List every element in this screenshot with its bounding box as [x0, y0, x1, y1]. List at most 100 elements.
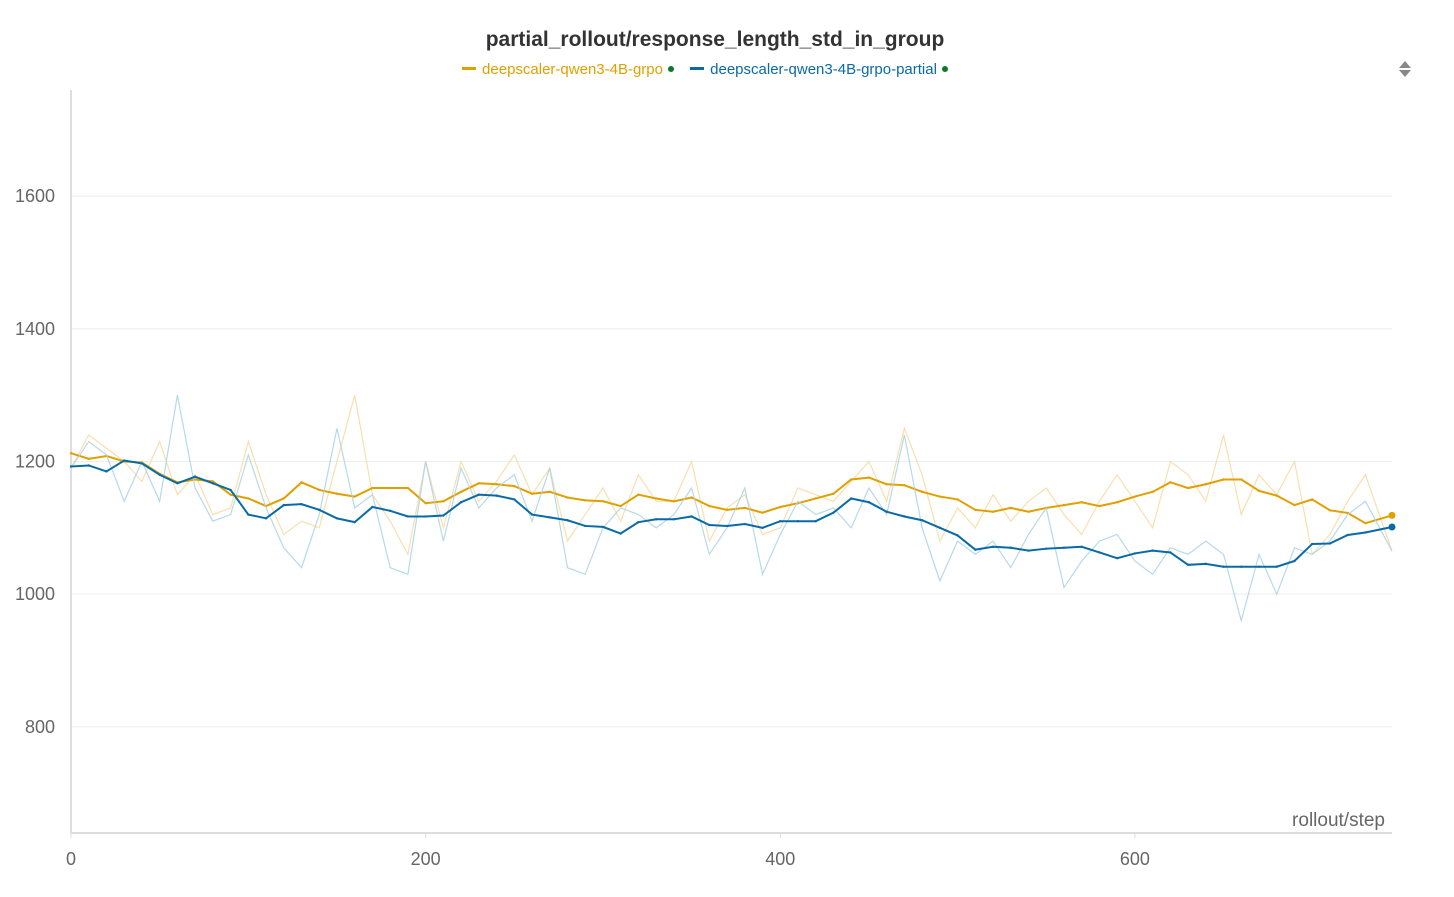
data-point	[920, 490, 924, 494]
data-point	[459, 490, 463, 494]
data-point	[282, 503, 285, 507]
data-point	[708, 504, 711, 508]
data-point	[796, 520, 800, 523]
data-point	[903, 515, 906, 518]
data-point	[1364, 531, 1367, 534]
data-point	[229, 493, 232, 496]
data-point	[1311, 542, 1314, 546]
data-point	[87, 464, 90, 467]
data-point	[1257, 489, 1261, 493]
data-point	[406, 486, 410, 490]
data-point	[69, 465, 73, 468]
x-tick-label: 0	[66, 849, 76, 869]
data-point	[637, 493, 640, 496]
y-tick-label: 800	[25, 717, 55, 737]
data-point	[87, 457, 90, 461]
data-point	[1009, 506, 1012, 510]
data-point	[601, 525, 605, 529]
y-tick-label: 1600	[15, 186, 55, 206]
data-point	[495, 494, 498, 497]
data-point	[264, 517, 268, 520]
data-point	[708, 523, 711, 527]
series-end-marker	[1388, 523, 1396, 531]
data-point	[1275, 494, 1278, 497]
data-point	[530, 513, 534, 516]
chart-title: partial_rollout/response_length_std_in_g…	[485, 28, 945, 51]
data-point	[619, 532, 622, 535]
data-point	[832, 492, 835, 495]
x-tick-label: 400	[765, 849, 795, 869]
data-point	[105, 470, 108, 473]
data-point	[1151, 549, 1154, 552]
legend-label-grpo-partial: deepscaler-qwen3-4B-grpo-partial	[710, 61, 937, 78]
data-point	[353, 495, 356, 498]
raw-series-line	[70, 395, 1393, 557]
data-point	[1346, 533, 1349, 537]
data-point	[637, 520, 640, 524]
data-point	[1115, 501, 1119, 504]
data-point	[938, 495, 942, 498]
data-point	[761, 526, 764, 530]
data-point	[690, 496, 693, 499]
legend-item-grpo[interactable]: deepscaler-qwen3-4B-grpo	[462, 61, 674, 78]
legend-label-grpo: deepscaler-qwen3-4B-grpo	[482, 61, 663, 78]
data-point	[1364, 521, 1367, 525]
data-point	[300, 502, 303, 506]
data-point	[69, 452, 73, 455]
legend-item-grpo-partial[interactable]: deepscaler-qwen3-4B-grpo-partial	[690, 61, 948, 78]
data-point	[974, 548, 977, 551]
data-point	[566, 496, 569, 499]
data-point	[1009, 546, 1012, 549]
data-point	[1027, 510, 1030, 513]
data-point	[814, 497, 817, 500]
data-point	[619, 504, 622, 508]
data-point	[406, 515, 410, 518]
data-point	[335, 517, 339, 520]
data-point	[1133, 495, 1137, 498]
data-point	[903, 483, 906, 487]
data-point	[1133, 552, 1137, 555]
data-point	[442, 514, 445, 517]
data-point	[1062, 503, 1066, 507]
data-point	[1080, 501, 1083, 504]
data-point	[211, 482, 215, 485]
data-point	[442, 500, 445, 503]
data-point	[743, 506, 746, 510]
data-point	[956, 498, 959, 501]
data-point	[513, 484, 516, 488]
data-point	[867, 476, 871, 479]
data-point	[672, 500, 676, 503]
data-point	[1328, 542, 1332, 545]
data-point	[1151, 490, 1154, 494]
data-point	[1222, 565, 1225, 568]
data-point	[513, 498, 516, 501]
data-point	[477, 482, 481, 485]
data-point	[1098, 551, 1101, 554]
data-point	[371, 486, 374, 490]
data-point	[1204, 483, 1208, 486]
data-point	[1275, 565, 1278, 568]
data-point	[158, 473, 161, 476]
data-point	[1293, 503, 1296, 507]
legend-swatch-grpo	[462, 66, 477, 70]
series-line	[70, 452, 1393, 525]
legend-swatch-grpo-partial	[690, 66, 705, 70]
data-point	[974, 508, 977, 512]
data-point	[1098, 504, 1101, 508]
data-point	[548, 490, 551, 494]
data-point	[548, 516, 551, 519]
data-point	[1328, 509, 1332, 512]
data-point	[424, 515, 427, 518]
y-tick-label: 1200	[15, 452, 55, 472]
sort-arrows-icon[interactable]	[1397, 60, 1413, 80]
data-point	[654, 497, 658, 500]
data-point	[885, 510, 888, 513]
data-point	[193, 475, 197, 478]
data-point	[743, 522, 746, 526]
x-tick-label: 600	[1120, 849, 1150, 869]
y-tick-label: 1000	[15, 584, 55, 604]
data-point	[1257, 565, 1261, 568]
data-point	[1115, 556, 1119, 560]
data-point	[300, 481, 303, 484]
